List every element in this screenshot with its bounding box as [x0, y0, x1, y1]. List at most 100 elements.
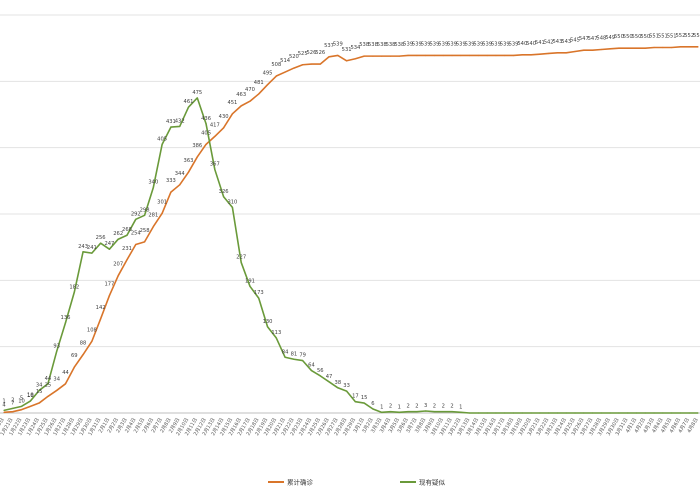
- data-point: [143, 214, 146, 216]
- data-point: [152, 186, 154, 189]
- data-point: [56, 350, 58, 352]
- data-label: 543: [552, 39, 562, 45]
- data-point: [179, 125, 181, 128]
- data-point: [688, 46, 690, 48]
- data-label: 15: [36, 389, 43, 395]
- data-point: [697, 46, 699, 48]
- data-label: 207: [113, 262, 123, 268]
- data-point: [12, 407, 14, 409]
- data-point: [425, 54, 427, 57]
- data-point: [600, 48, 602, 51]
- data-label: 142: [96, 305, 106, 311]
- data-label: 463: [236, 92, 246, 98]
- data-label: 367: [210, 162, 220, 168]
- data-point: [126, 234, 128, 236]
- data-label: 514: [280, 58, 291, 64]
- data-label: 552: [675, 33, 685, 39]
- data-label: 475: [192, 90, 202, 96]
- data-label: 79: [299, 353, 306, 359]
- data-point: [539, 412, 541, 414]
- data-point: [29, 400, 31, 402]
- data-point: [3, 411, 5, 413]
- data-labels: 1 2 51015253444698810814217720723125425828…: [2, 33, 700, 410]
- data-label: 292: [131, 211, 141, 217]
- data-label: 539: [438, 41, 448, 47]
- data-point: [152, 226, 154, 228]
- data-label: 538: [368, 42, 378, 48]
- data-point: [548, 52, 550, 55]
- data-point: [618, 47, 620, 49]
- data-label: 15: [361, 395, 368, 401]
- data-point: [688, 412, 690, 414]
- data-label: 81: [291, 351, 298, 357]
- data-label: 537: [324, 43, 334, 49]
- data-point: [258, 93, 260, 95]
- data-label: 539: [465, 41, 475, 47]
- data-point: [486, 54, 488, 57]
- data-point: [354, 401, 356, 403]
- data-label: 10: [18, 398, 25, 404]
- data-point: [231, 113, 234, 115]
- data-point: [337, 387, 339, 389]
- data-label: 545: [570, 37, 580, 43]
- data-point: [451, 411, 453, 413]
- data-point: [653, 46, 655, 49]
- data-point: [108, 294, 111, 297]
- data-label: 84: [282, 349, 289, 355]
- data-point: [671, 46, 673, 49]
- data-label: 17: [352, 394, 359, 400]
- data-point: [161, 212, 163, 214]
- data-point: [214, 135, 216, 137]
- data-label: 2: [433, 404, 436, 410]
- data-point: [416, 54, 418, 57]
- data-point: [266, 326, 269, 328]
- data-label: 539: [491, 41, 501, 47]
- data-label: 538: [359, 42, 369, 48]
- data-point: [319, 375, 321, 377]
- data-point: [381, 411, 383, 413]
- data-label: 44: [45, 376, 52, 382]
- data-label: 34: [36, 382, 43, 388]
- data-label: 539: [473, 41, 483, 47]
- data-label: 298: [140, 207, 150, 213]
- data-label: 430: [219, 114, 229, 120]
- data-label: 550: [623, 34, 633, 40]
- series-line-cumulative: [3, 46, 698, 414]
- data-label: 1: [459, 404, 462, 410]
- data-point: [249, 100, 251, 102]
- data-label: 550: [632, 34, 642, 40]
- data-point: [433, 54, 436, 57]
- data-label: 539: [403, 41, 413, 47]
- data-label: 539: [412, 41, 422, 47]
- data-point: [20, 405, 23, 407]
- data-point: [117, 238, 119, 240]
- data-point: [328, 381, 330, 383]
- data-point: [477, 412, 479, 414]
- data-label: 534: [350, 45, 361, 51]
- data-point: [275, 75, 277, 77]
- data-label: 538: [377, 42, 387, 48]
- data-point: [47, 395, 49, 398]
- data-label: 2: [406, 404, 409, 410]
- data-point: [679, 46, 682, 48]
- data-label: 44: [62, 370, 69, 376]
- data-label: 417: [210, 122, 220, 128]
- data-point: [460, 411, 462, 413]
- data-point: [293, 67, 295, 69]
- data-label: 470: [245, 87, 255, 93]
- data-label: 363: [184, 158, 194, 164]
- data-point: [556, 52, 559, 54]
- data-label: 69: [71, 353, 78, 359]
- data-point: [486, 412, 488, 414]
- data-point: [407, 54, 409, 57]
- data-point: [249, 285, 251, 287]
- data-point: [266, 84, 269, 86]
- data-point: [161, 143, 163, 145]
- data-label: 64: [308, 363, 315, 369]
- data-point: [143, 241, 146, 243]
- data-label: 539: [482, 41, 492, 47]
- data-label: 508: [271, 62, 281, 68]
- data-point: [12, 411, 14, 413]
- data-label: 551: [649, 34, 659, 40]
- data-point: [354, 58, 356, 60]
